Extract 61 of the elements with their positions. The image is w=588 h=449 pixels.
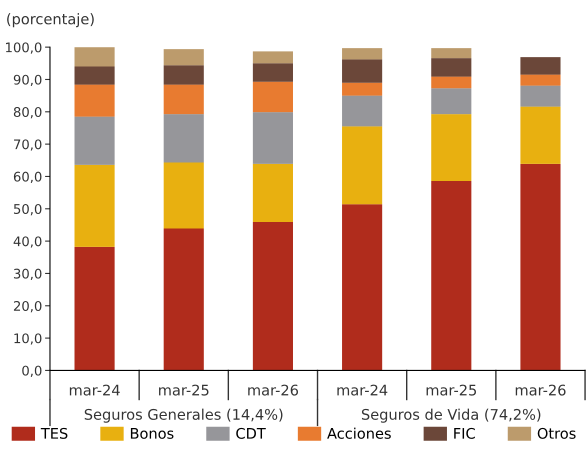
y-axis-title: (porcentaje) <box>7 13 94 28</box>
x-tick-label: mar-25 <box>159 384 208 396</box>
bar <box>342 204 382 370</box>
bar <box>252 112 293 164</box>
bar <box>520 164 561 370</box>
y-tick-label: 50,0 <box>14 204 42 216</box>
bar <box>431 76 472 88</box>
legend-label: TES <box>40 428 68 439</box>
x-tick-label: mar-24 <box>337 384 388 396</box>
y-tick-label: 70,0 <box>14 139 42 151</box>
bar <box>431 180 472 370</box>
bar <box>164 49 204 66</box>
y-tick-label: 0,0 <box>22 366 42 377</box>
legend-label: Bonos <box>130 428 174 439</box>
bar <box>74 116 115 165</box>
bar <box>431 58 472 77</box>
x-tick-label: mar-24 <box>70 384 120 396</box>
y-tick-label: 90,0 <box>14 74 42 86</box>
bar <box>164 65 204 85</box>
bar <box>74 84 115 117</box>
bar <box>74 164 115 247</box>
bar <box>520 74 561 86</box>
legend-label: Otros <box>538 428 576 439</box>
legend-label: FIC <box>454 428 475 439</box>
y-tick-label: 30,0 <box>14 268 42 280</box>
y-tick-label: 60,0 <box>14 172 42 184</box>
y-tick-label: 20,0 <box>14 300 42 312</box>
bar <box>342 48 382 60</box>
text: Seguros Generales (14,4%) <box>84 408 282 423</box>
bar <box>252 222 293 370</box>
bar <box>520 57 561 75</box>
bar <box>342 126 382 204</box>
legend-label: Acciones <box>327 428 391 439</box>
bar <box>164 114 204 163</box>
bar <box>252 63 293 82</box>
bar <box>164 162 204 229</box>
legend-label: CDT <box>236 428 266 439</box>
y-tick-label: 100,0 <box>6 42 42 54</box>
bar <box>74 246 115 370</box>
bar <box>252 82 293 112</box>
bar <box>74 66 115 85</box>
y-tick-label: 10,0 <box>14 333 42 345</box>
bar <box>252 164 293 222</box>
bar <box>342 59 382 83</box>
bar <box>431 48 472 58</box>
bar <box>520 106 561 164</box>
x-tick-label: mar-26 <box>248 384 298 396</box>
bar <box>342 82 382 96</box>
bar <box>520 86 561 107</box>
text: Seguros de Vida (74,2%) <box>362 408 540 423</box>
x-tick-label: mar-25 <box>426 384 476 396</box>
bar <box>431 114 472 181</box>
bar <box>252 51 293 64</box>
bar <box>74 47 115 67</box>
bar <box>431 88 472 114</box>
y-tick-label: 40,0 <box>14 236 42 248</box>
x-tick-label: mar-26 <box>516 384 566 396</box>
bar <box>342 96 382 126</box>
bar <box>164 228 204 370</box>
bar <box>164 84 204 114</box>
y-tick-label: 80,0 <box>14 107 42 118</box>
